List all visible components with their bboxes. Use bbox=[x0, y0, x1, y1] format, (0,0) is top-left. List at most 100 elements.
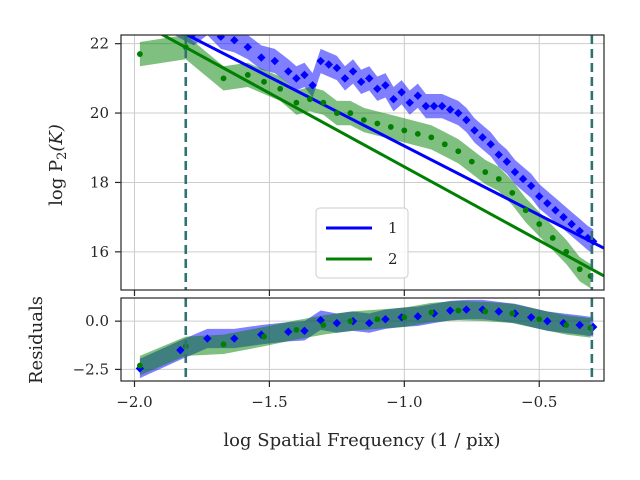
legend: 1 2 bbox=[315, 207, 409, 279]
series-1-band bbox=[174, 35, 594, 254]
series-1-point bbox=[284, 67, 293, 76]
series-1-point bbox=[316, 56, 325, 66]
series-1-residual-point bbox=[381, 315, 390, 324]
series-1-point bbox=[421, 101, 431, 111]
series-2-point bbox=[549, 235, 556, 241]
series-2-residual-point bbox=[320, 322, 327, 328]
top-y-tick-label: 16 bbox=[90, 243, 109, 261]
series-1-point bbox=[405, 98, 414, 107]
x-tick-label: −0.5 bbox=[521, 393, 557, 411]
series-1-residual-point bbox=[203, 334, 212, 343]
series-2-point bbox=[455, 148, 462, 155]
series-2-point bbox=[306, 96, 313, 103]
series-2-residual-point bbox=[261, 333, 267, 340]
top-panel-ticks: 16 18 20 22 bbox=[90, 35, 540, 296]
series-2-point bbox=[374, 120, 381, 127]
series-1-point bbox=[535, 192, 544, 201]
bottom-panel-bands bbox=[139, 299, 594, 379]
series-1-point bbox=[478, 133, 487, 142]
series-1-residual-point bbox=[176, 345, 185, 355]
series-2-residual-point bbox=[428, 309, 435, 316]
x-axis-label: log Spatial Frequency (1 / pix) bbox=[223, 430, 500, 451]
series-1-point bbox=[308, 81, 317, 90]
series-2-residual-point bbox=[293, 326, 300, 333]
bottom-panel-frame bbox=[120, 297, 605, 382]
series-1-point bbox=[462, 115, 471, 125]
series-1-point bbox=[583, 233, 593, 243]
bottom-panel-points bbox=[135, 305, 598, 373]
series-2-residual-point bbox=[136, 362, 143, 369]
series-2-point bbox=[261, 78, 267, 85]
series-1-point bbox=[356, 77, 366, 87]
series-1-point bbox=[526, 181, 536, 191]
series-2-point bbox=[495, 176, 502, 182]
series-2-point bbox=[136, 51, 143, 57]
series-1-point bbox=[216, 35, 226, 41]
series-1-point bbox=[257, 53, 266, 62]
series-1-point bbox=[502, 157, 512, 166]
series-2-point bbox=[482, 169, 489, 175]
series-2-residual-band bbox=[139, 300, 591, 376]
series-2-point bbox=[414, 130, 421, 137]
series-1-point bbox=[543, 199, 552, 208]
series-2-point bbox=[536, 221, 543, 227]
series-1-point bbox=[470, 126, 479, 135]
series-1-point bbox=[518, 174, 528, 184]
x-tick-label: −1.5 bbox=[251, 393, 287, 411]
series-2-point bbox=[320, 99, 327, 106]
series-1-point bbox=[324, 60, 333, 69]
series-1-point bbox=[413, 91, 423, 100]
legend-label-1: 1 bbox=[388, 219, 398, 237]
series-1-residual-point bbox=[413, 312, 423, 321]
series-1-point bbox=[486, 140, 495, 149]
series-1-point bbox=[575, 226, 584, 236]
series-2-residual-point bbox=[509, 310, 516, 317]
series-2-residual-point bbox=[455, 307, 462, 314]
series-1-residual-point bbox=[526, 313, 536, 322]
series-2-residual-point bbox=[401, 314, 408, 321]
top-panel-points bbox=[136, 0, 598, 280]
series-1-point bbox=[397, 88, 406, 97]
legend-label-2: 2 bbox=[388, 250, 398, 268]
series-1-point bbox=[176, 22, 184, 30]
x-tick-label: −1.0 bbox=[386, 393, 422, 411]
top-panel-frame bbox=[120, 34, 605, 291]
series-2-point bbox=[277, 85, 284, 92]
series-2-point bbox=[509, 189, 516, 196]
series-1-residual-point bbox=[230, 334, 239, 343]
series-2-point bbox=[182, 44, 189, 51]
bottom-panel-ticks: −2.0 −1.5 −1.0 −0.5 0.0 −2.5 bbox=[73, 312, 558, 411]
series-1-point bbox=[551, 206, 560, 215]
series-1-residual-point bbox=[365, 318, 374, 328]
series-2-point bbox=[220, 75, 227, 82]
series-1-point bbox=[340, 74, 350, 83]
series-2-point bbox=[387, 124, 394, 130]
series-1-point bbox=[445, 105, 455, 114]
series-1-point bbox=[243, 42, 253, 52]
series-1-point bbox=[332, 63, 342, 73]
series-2-point bbox=[360, 117, 367, 123]
series-2-residual-point bbox=[220, 341, 227, 348]
series-1-point bbox=[559, 212, 568, 222]
series-1-residual-point bbox=[494, 307, 503, 316]
series-2-point bbox=[522, 207, 529, 214]
series-1-point bbox=[429, 101, 439, 111]
series-1-point bbox=[365, 74, 374, 83]
series-1-point bbox=[454, 108, 463, 118]
series-2-residual-point bbox=[347, 318, 354, 325]
series-1-point bbox=[373, 84, 382, 93]
series-2-point bbox=[428, 134, 435, 141]
series-1-point bbox=[381, 81, 390, 90]
series-2-point bbox=[401, 127, 408, 134]
series-1-point bbox=[136, 0, 144, 6]
top-y-tick-label: 22 bbox=[90, 35, 109, 53]
series-2-point bbox=[441, 141, 448, 148]
series-1-point bbox=[292, 74, 301, 83]
bottom-y-tick-label: −2.5 bbox=[73, 360, 109, 378]
series-2-fit-line bbox=[159, 35, 604, 278]
series-2-residual-point bbox=[536, 316, 543, 323]
series-1-residual-point bbox=[332, 318, 342, 328]
series-2-point bbox=[563, 248, 570, 255]
series-2-point bbox=[347, 110, 354, 116]
series-1-residual-point bbox=[575, 320, 584, 330]
